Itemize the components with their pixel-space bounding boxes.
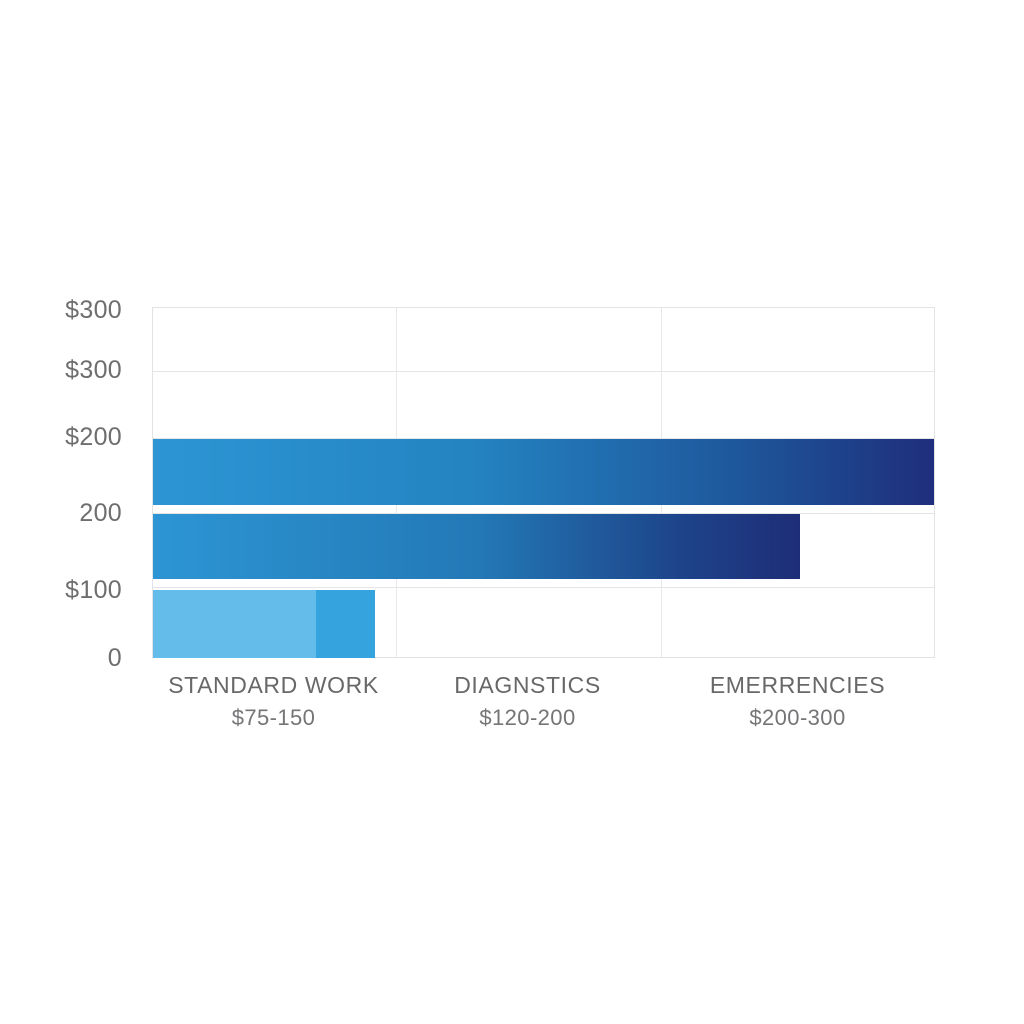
category-range: $75-150 bbox=[231, 705, 316, 730]
category-label-emergencies: EMERRENCIES $200-300 bbox=[660, 670, 935, 733]
gridline-horizontal bbox=[153, 587, 934, 588]
gridline-horizontal bbox=[153, 371, 934, 372]
category-range: $200-300 bbox=[749, 705, 846, 730]
bar-top bbox=[153, 439, 934, 505]
y-tick-label: $300 bbox=[65, 356, 122, 384]
category-label-diagnostics: DIAGNSTICS $120-200 bbox=[395, 670, 660, 733]
plot-area bbox=[152, 307, 935, 658]
gridline-horizontal bbox=[153, 438, 934, 439]
category-range: $120-200 bbox=[479, 705, 576, 730]
category-title: DIAGNSTICS bbox=[454, 672, 601, 698]
y-tick-label: 0 bbox=[107, 644, 122, 672]
y-tick-label: $100 bbox=[65, 576, 122, 604]
gridline-horizontal bbox=[153, 513, 934, 514]
y-tick-label: 200 bbox=[79, 499, 122, 527]
bar-middle bbox=[153, 514, 801, 579]
bar-bottom bbox=[153, 590, 375, 658]
y-tick-label: $300 bbox=[65, 296, 122, 324]
category-title: EMERRENCIES bbox=[709, 672, 886, 698]
category-title: STANDARD WORK bbox=[168, 672, 379, 698]
category-label-standard-work: STANDARD WORK $75-150 bbox=[152, 670, 395, 733]
y-tick-label: $200 bbox=[65, 423, 122, 451]
